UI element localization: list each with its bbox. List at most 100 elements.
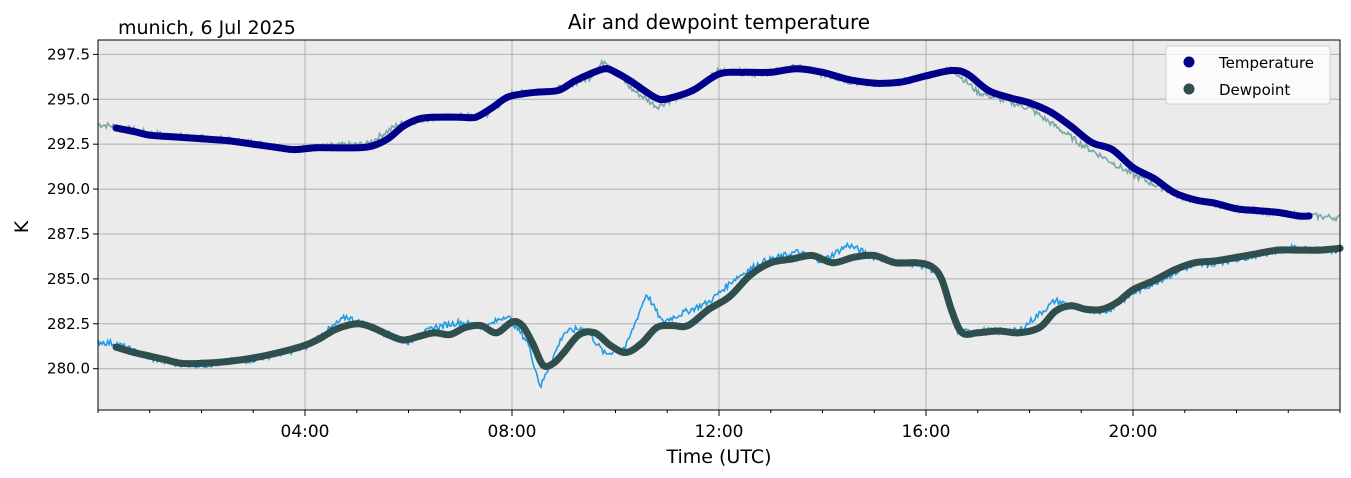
data-point-temperature — [963, 70, 971, 78]
data-point-dewpoint — [938, 275, 945, 283]
data-point-temperature — [112, 124, 120, 132]
data-point-dewpoint — [591, 329, 599, 337]
data-point-dewpoint — [974, 329, 982, 337]
data-point-temperature — [472, 113, 480, 121]
data-point-temperature — [353, 144, 361, 152]
data-point-temperature — [844, 76, 852, 83]
data-point-dewpoint — [637, 340, 645, 347]
x-tick-label: 12:00 — [695, 422, 744, 442]
y-axis: 280.0 282.5 285.0 287.5 290.0 292.5 295.0 297.5 — [47, 45, 98, 378]
data-point-dewpoint — [198, 359, 205, 367]
data-point-dewpoint — [850, 253, 857, 261]
data-point-dewpoint — [1129, 286, 1137, 294]
data-point-temperature — [689, 86, 697, 94]
grid — [98, 40, 1340, 410]
data-point-dewpoint — [1150, 277, 1158, 285]
data-point-temperature — [327, 144, 335, 152]
legend: Temperature Dewpoint — [1165, 45, 1331, 105]
data-point-temperature — [612, 68, 619, 76]
data-point-temperature — [1191, 196, 1199, 204]
data-point-temperature — [534, 88, 542, 96]
data-point-dewpoint — [1191, 259, 1199, 267]
data-point-dewpoint — [518, 322, 526, 330]
data-point-dewpoint — [430, 329, 438, 337]
data-point-dewpoint — [301, 341, 309, 349]
data-point-dewpoint — [684, 322, 692, 330]
data-point-dewpoint — [668, 322, 676, 330]
data-point-temperature — [1212, 199, 1220, 207]
data-point-temperature — [643, 88, 650, 96]
data-point-dewpoint — [1067, 302, 1075, 310]
data-point-dewpoint — [415, 332, 423, 340]
data-point-temperature — [249, 140, 257, 148]
data-point-dewpoint — [1051, 307, 1059, 315]
data-point-temperature — [487, 104, 495, 112]
data-point-dewpoint — [912, 259, 920, 267]
y-tick-label: 280.0 — [47, 360, 90, 378]
data-point-dewpoint — [948, 307, 956, 315]
data-point-dewpoint — [399, 336, 407, 344]
data-point-dewpoint — [1170, 266, 1178, 274]
data-point-dewpoint — [223, 358, 231, 365]
data-point-temperature — [922, 72, 930, 80]
data-point-dewpoint — [1082, 305, 1090, 313]
data-point-dewpoint — [606, 341, 614, 349]
data-point-temperature — [275, 144, 283, 152]
data-point-dewpoint — [1036, 323, 1044, 331]
data-point-dewpoint — [622, 349, 630, 356]
data-point-dewpoint — [870, 252, 878, 259]
data-point-dewpoint — [994, 327, 1002, 335]
data-point-dewpoint — [549, 359, 557, 367]
data-point-dewpoint — [788, 255, 795, 263]
data-point-dewpoint — [1253, 250, 1261, 258]
data-point-temperature — [1233, 205, 1240, 213]
data-point-dewpoint — [705, 305, 713, 313]
data-point-dewpoint — [767, 259, 775, 267]
data-point-temperature — [430, 113, 438, 121]
data-point-dewpoint — [1233, 253, 1240, 261]
data-point-dewpoint — [1274, 246, 1282, 254]
data-point-temperature — [886, 79, 894, 87]
data-point-temperature — [586, 70, 594, 78]
data-point-temperature — [1295, 212, 1303, 220]
data-point-temperature — [1067, 122, 1075, 130]
data-point-dewpoint — [808, 252, 816, 259]
data-point-temperature — [1253, 207, 1261, 215]
data-point-dewpoint — [249, 354, 257, 362]
y-tick-label: 295.0 — [47, 90, 90, 108]
data-point-dewpoint — [1015, 329, 1023, 337]
y-tick-label: 282.5 — [47, 315, 90, 333]
data-point-temperature — [1026, 99, 1033, 107]
y-tick-label: 297.5 — [47, 45, 90, 63]
data-point-temperature — [948, 67, 956, 74]
data-point-temperature — [901, 77, 909, 85]
x-tick-label: 04:00 — [281, 422, 330, 442]
data-point-temperature — [870, 79, 878, 87]
data-point-dewpoint — [368, 323, 376, 331]
data-point-temperature — [767, 68, 775, 76]
x-axis-label: Time (UTC) — [665, 446, 771, 468]
data-point-dewpoint — [353, 320, 361, 328]
data-point-dewpoint — [653, 323, 661, 331]
data-point-temperature — [130, 128, 138, 136]
data-point-temperature — [627, 77, 635, 85]
data-point-dewpoint — [477, 322, 485, 330]
data-point-dewpoint — [332, 325, 340, 333]
data-point-dewpoint — [529, 340, 537, 347]
data-point-temperature — [1005, 94, 1013, 101]
data-point-temperature — [172, 133, 180, 141]
y-axis-label: K — [11, 220, 33, 233]
data-point-dewpoint — [1212, 257, 1220, 265]
data-point-dewpoint — [384, 331, 392, 339]
data-point-temperature — [741, 68, 749, 76]
data-point-temperature — [819, 68, 826, 76]
x-tick-label: 16:00 — [902, 422, 951, 442]
data-point-temperature — [456, 113, 464, 121]
data-point-temperature — [415, 115, 423, 123]
data-point-dewpoint — [161, 356, 169, 364]
data-point-temperature — [291, 146, 299, 154]
data-point-dewpoint — [446, 331, 454, 339]
data-point-temperature — [715, 70, 723, 78]
data-point-dewpoint — [746, 271, 754, 279]
